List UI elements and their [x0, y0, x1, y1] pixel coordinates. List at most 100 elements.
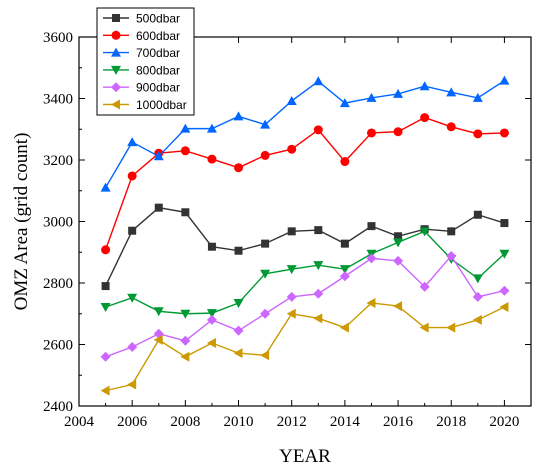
data-point-1000dbar	[446, 322, 456, 333]
data-point-600dbar	[366, 128, 376, 138]
x-tick-label: 2016	[383, 414, 414, 430]
data-point-700dbar	[419, 81, 430, 91]
series-line-1000dbar	[105, 302, 505, 392]
data-point-900dbar	[286, 291, 297, 302]
x-tick-label: 2018	[436, 414, 466, 430]
series-line-500dbar	[104, 206, 505, 287]
data-point-800dbar	[472, 274, 483, 284]
data-point-600dbar	[340, 157, 350, 167]
data-point-900dbar	[472, 291, 483, 302]
data-point-800dbar	[393, 238, 404, 248]
y-axis-title: OMZ Area (grid count)	[11, 133, 32, 311]
legend-label: 600dbar	[136, 29, 180, 43]
data-point-600dbar	[127, 171, 137, 181]
y-tick-label: 2600	[43, 338, 73, 354]
series-500dbar	[101, 203, 509, 291]
series-600dbar	[101, 113, 509, 255]
data-point-1000dbar	[339, 322, 349, 333]
y-tick-label: 3200	[43, 153, 73, 169]
data-point-1000dbar	[393, 301, 403, 312]
x-tick-label: 2014	[330, 414, 361, 430]
data-point-700dbar	[180, 123, 191, 133]
data-point-700dbar	[286, 95, 297, 105]
data-point-1000dbar	[100, 385, 110, 396]
data-point-800dbar	[180, 309, 191, 319]
series-800dbar	[100, 227, 510, 319]
data-point-1000dbar	[206, 337, 216, 348]
legend-marker-800dbar	[111, 65, 121, 75]
x-tick-label: 2008	[170, 414, 200, 430]
x-tick-label: 2004	[64, 414, 95, 430]
data-point-600dbar	[101, 245, 111, 255]
data-point-900dbar	[100, 351, 111, 362]
y-axis: 2400 2600 2800 3000 3200 3400 3600	[43, 30, 531, 415]
data-point-1000dbar	[419, 322, 429, 333]
y-tick-label: 2800	[43, 276, 73, 292]
data-point-600dbar	[446, 122, 456, 132]
legend-marker-600dbar	[111, 30, 121, 40]
data-point-600dbar	[393, 127, 403, 137]
data-point-1000dbar	[313, 313, 323, 324]
series-1000dbar	[100, 297, 509, 396]
legend-marker-500dbar	[112, 14, 120, 22]
data-point-500dbar	[101, 282, 110, 291]
data-point-900dbar	[339, 271, 350, 282]
data-point-500dbar	[181, 208, 190, 217]
data-point-1000dbar	[472, 314, 482, 325]
data-point-600dbar	[420, 113, 430, 123]
data-point-1000dbar	[286, 308, 296, 319]
data-point-700dbar	[393, 88, 404, 98]
legend-marker-900dbar	[111, 82, 121, 93]
data-point-800dbar	[499, 249, 510, 259]
legend-marker-700dbar	[111, 47, 121, 57]
data-point-600dbar	[207, 154, 217, 164]
data-point-500dbar	[207, 242, 216, 251]
data-point-800dbar	[286, 265, 297, 275]
legend-label: 1000dbar	[136, 98, 187, 112]
data-point-600dbar	[234, 163, 244, 173]
data-point-500dbar	[314, 226, 323, 235]
series-700dbar	[100, 75, 510, 192]
x-tick-label: 2020	[489, 414, 519, 430]
series-line-600dbar	[104, 116, 505, 251]
data-point-500dbar	[154, 203, 163, 212]
data-point-500dbar	[234, 246, 243, 255]
data-point-500dbar	[447, 227, 456, 236]
y-tick-label: 3000	[43, 215, 73, 231]
data-point-500dbar	[394, 232, 403, 241]
data-point-700dbar	[472, 92, 483, 102]
x-axis-title: YEAR	[279, 446, 331, 467]
data-point-500dbar	[128, 226, 137, 235]
series-layer	[100, 75, 510, 396]
data-point-700dbar	[260, 119, 271, 129]
data-point-700dbar	[233, 111, 244, 121]
legend-label: 900dbar	[136, 81, 180, 95]
data-point-1000dbar	[127, 379, 137, 390]
data-point-500dbar	[287, 227, 296, 236]
x-tick-label: 2012	[277, 414, 307, 430]
data-point-800dbar	[127, 293, 138, 303]
data-point-800dbar	[313, 261, 324, 271]
x-tick-label: 2006	[117, 414, 148, 430]
y-tick-label: 2400	[43, 399, 73, 415]
data-point-800dbar	[419, 227, 430, 237]
data-point-700dbar	[100, 182, 111, 192]
data-point-700dbar	[153, 151, 164, 161]
data-point-700dbar	[446, 87, 457, 97]
data-point-900dbar	[419, 281, 430, 292]
legend-box	[96, 7, 195, 116]
x-tick-label: 2010	[224, 414, 254, 430]
data-point-800dbar	[100, 302, 111, 312]
data-point-900dbar	[446, 250, 457, 261]
data-point-800dbar	[206, 309, 217, 319]
series-900dbar	[100, 250, 510, 362]
data-point-500dbar	[367, 222, 376, 231]
data-point-700dbar	[499, 75, 510, 85]
y-tick-label: 3600	[43, 30, 73, 46]
data-point-800dbar	[260, 269, 271, 279]
data-point-500dbar	[500, 219, 509, 228]
data-point-800dbar	[233, 298, 244, 308]
series-line-800dbar	[105, 230, 505, 315]
data-point-600dbar	[499, 128, 509, 138]
